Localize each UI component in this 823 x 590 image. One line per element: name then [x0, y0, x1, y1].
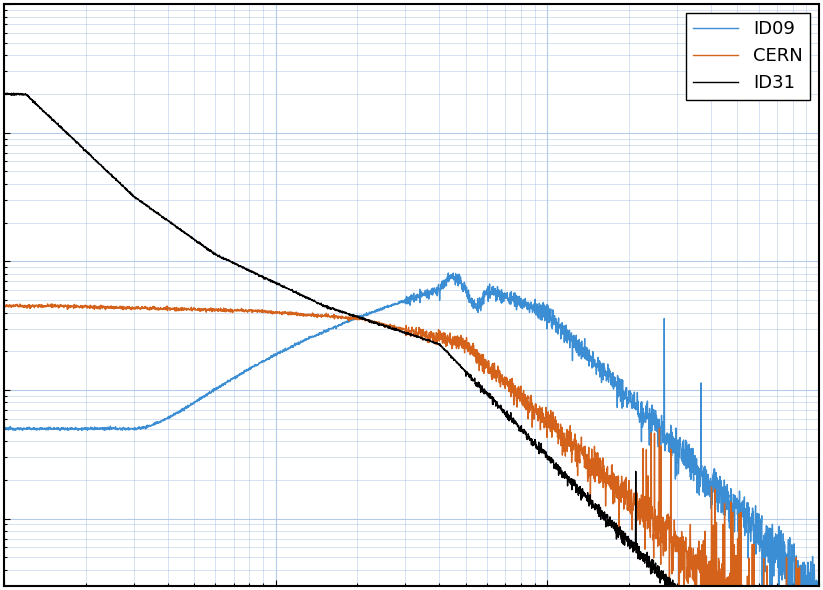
- CERN: [710, 588, 720, 590]
- CERN: [141, 304, 151, 312]
- Legend: ID09, CERN, ID31: ID09, CERN, ID31: [686, 13, 810, 100]
- ID09: [444, 270, 453, 277]
- CERN: [43, 300, 53, 307]
- Line: ID31: ID31: [4, 93, 819, 590]
- CERN: [312, 313, 322, 320]
- ID09: [0, 425, 9, 432]
- ID31: [347, 312, 357, 319]
- Line: CERN: CERN: [4, 304, 819, 590]
- ID09: [814, 564, 823, 571]
- ID09: [312, 332, 322, 339]
- ID09: [347, 316, 357, 323]
- CERN: [347, 315, 357, 322]
- ID09: [92, 426, 102, 433]
- ID09: [710, 483, 720, 490]
- ID09: [141, 424, 151, 431]
- ID31: [92, 158, 102, 165]
- ID31: [312, 300, 322, 307]
- ID31: [9, 90, 19, 97]
- CERN: [92, 304, 102, 311]
- CERN: [0, 302, 9, 309]
- Line: ID09: ID09: [4, 273, 819, 590]
- ID31: [0, 90, 9, 97]
- ID31: [141, 201, 151, 208]
